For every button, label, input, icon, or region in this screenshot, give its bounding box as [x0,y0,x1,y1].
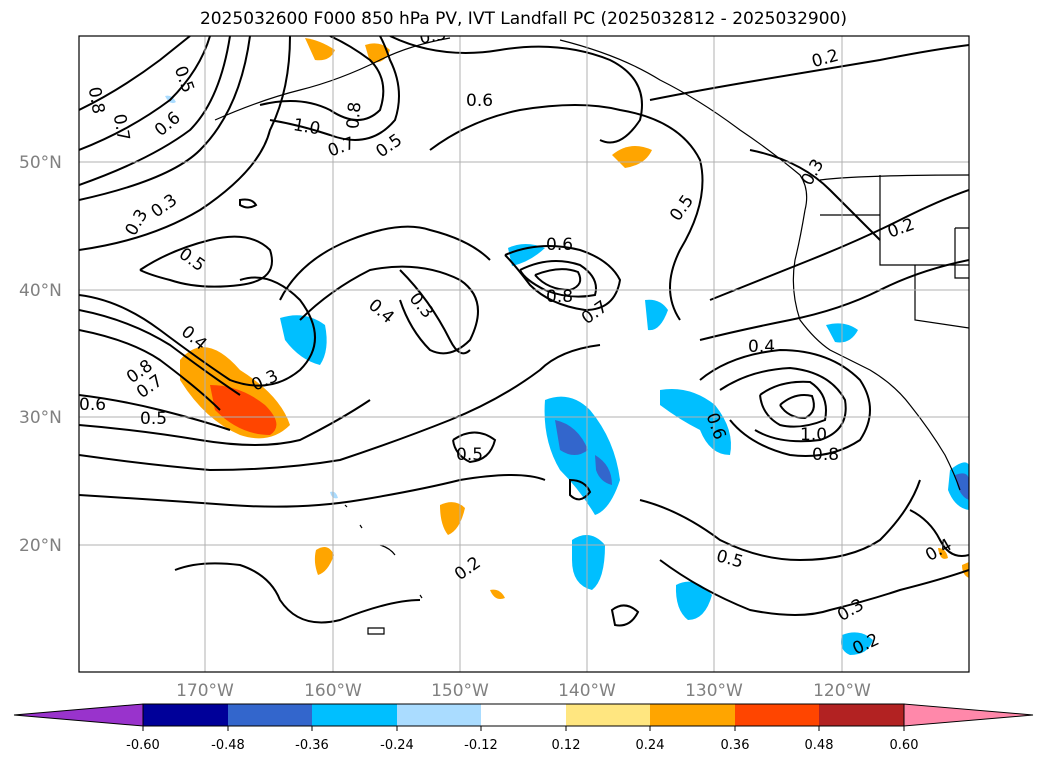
svg-text:0.8: 0.8 [812,445,839,465]
colorbar-max-extend [903,703,1034,727]
colorbar-bin [735,704,819,726]
lon-label: 160°W [304,681,362,701]
svg-text:0.8: 0.8 [343,101,365,130]
colorbar-bin [566,704,650,726]
map-frame [78,35,970,673]
colorbar-tick-label: -0.24 [380,738,414,753]
lon-label: 130°W [685,681,743,701]
lon-label: 140°W [558,681,616,701]
colorbar-bin [397,704,481,726]
svg-text:0.6: 0.6 [466,91,493,111]
colorbar-tick-label: 0.48 [805,738,834,753]
latitude-labels: 50°N 40°N 30°N 20°N [19,153,62,556]
svg-text:1.0: 1.0 [800,425,827,445]
svg-text:0.6: 0.6 [546,235,573,255]
svg-text:1.0: 1.0 [292,115,322,139]
colorbar-tick-label: -0.12 [464,738,498,753]
lat-label: 50°N [19,153,62,173]
colorbar-bin [650,704,735,726]
lon-label: 150°W [431,681,489,701]
pv-contours [79,36,969,627]
colorbar-bin [143,704,228,726]
colorbar-bin [481,704,566,726]
colorbar-tick-label: 0.24 [636,738,665,753]
colorbar-bin [312,704,397,726]
map-title: 2025032600 F000 850 hPa PV, IVT Landfall… [199,9,847,29]
lon-label: 170°W [176,681,234,701]
colorbar-bin [819,704,904,726]
colorbar-tick-label: 0.36 [721,738,750,753]
colorbar-tick-label: -0.48 [211,738,245,753]
colorbar-tick-label: 0.60 [890,738,919,753]
svg-text:0.7: 0.7 [109,112,133,142]
colorbar-tick-label: 0.12 [552,738,581,753]
svg-text:0.6: 0.6 [79,395,106,415]
svg-text:0.5: 0.5 [140,409,167,429]
map-background [79,36,969,672]
pv-shading [165,38,969,655]
colorbar-min-extend [13,703,144,727]
graticule [79,36,969,672]
colorbar-bin [228,704,312,726]
lon-label: 120°W [813,681,871,701]
lat-label: 40°N [19,281,62,301]
lat-label: 30°N [19,408,62,428]
svg-text:0.8: 0.8 [546,287,573,307]
svg-text:0.8: 0.8 [84,85,108,115]
lat-label: 20°N [19,536,62,556]
svg-text:0.5: 0.5 [456,445,483,465]
svg-text:0.4: 0.4 [748,337,775,357]
longitude-labels: 170°W 160°W 150°W 140°W 130°W 120°W [176,681,871,701]
colorbar-tick-label: -0.36 [295,738,329,753]
colorbar-tick-label: -0.60 [126,738,160,753]
coastlines [214,37,969,635]
colorbar: -0.60 -0.48 -0.36 -0.24 -0.12 0.12 0.24 … [13,703,1034,753]
